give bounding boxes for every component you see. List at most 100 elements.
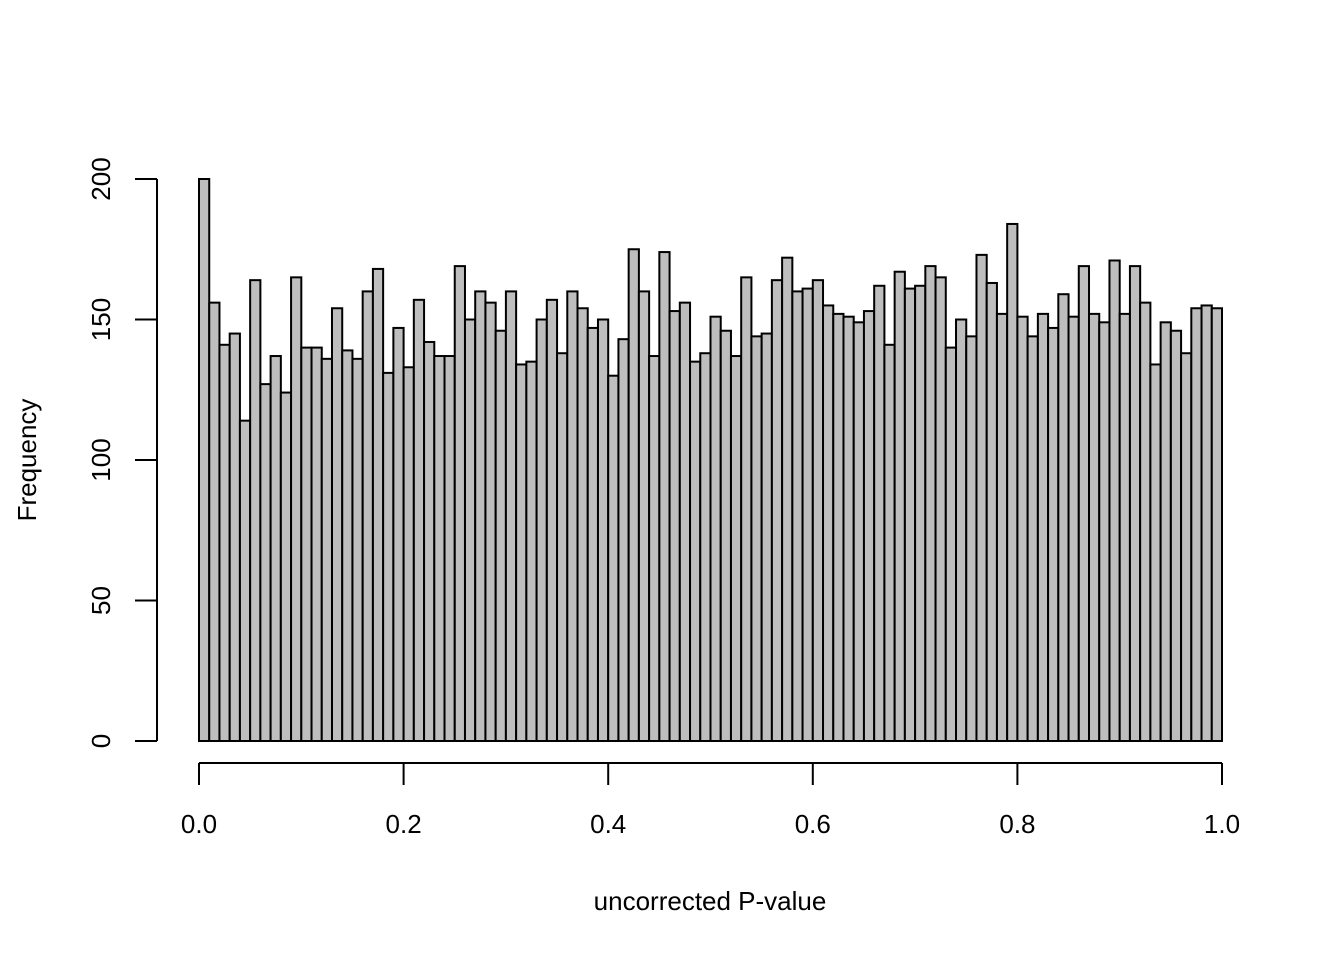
x-tick-label: 0.2 [386,809,422,839]
histogram-bar [310,346,323,742]
histogram-bar [975,253,988,742]
histogram-bar [934,276,947,742]
x-tick-label: 0.4 [590,809,626,839]
histogram-bar [1026,335,1039,742]
histogram-bar [525,360,538,742]
histogram-bar [1067,315,1080,742]
histogram-bar [1077,265,1091,742]
histogram-bar [494,329,507,742]
histogram-bar [341,349,354,742]
histogram-bar [709,315,722,742]
y-tick-label: 150 [86,298,116,341]
histogram-bar [474,290,487,742]
histogram-bar [1088,312,1101,742]
x-axis-title: uncorrected P-value [594,886,827,916]
x-tick-label: 0.0 [181,809,217,839]
histogram-bar [228,332,241,742]
histogram-bar [1098,321,1111,742]
histogram-bar [259,383,272,742]
histogram-bar [484,301,497,742]
histogram-bar [392,326,405,742]
histogram-bar [873,284,886,742]
histogram-bar [903,287,917,742]
histogram-bar [985,281,998,742]
histogram-bar [750,335,763,742]
histogram-bar [668,310,681,742]
histogram-bar [412,298,426,742]
histogram-bar [453,265,466,742]
histogram-bar [1047,326,1060,742]
histogram-bar [545,298,559,742]
histogram-bar [617,338,630,742]
histogram-bar [760,332,773,742]
histogram-bar [290,276,303,742]
x-tick-label: 1.0 [1204,809,1240,839]
histogram-bar [842,315,855,742]
histogram-bar [1016,315,1029,742]
histogram-bar [1159,321,1172,742]
histogram-bar [320,357,333,742]
histogram-bar [658,251,671,742]
y-tick-label: 200 [86,157,116,200]
histogram-bar [914,284,927,742]
histogram-bar [198,178,211,742]
histogram-bar [402,366,415,742]
histogram-bar [811,279,825,742]
histogram-bar [719,329,732,742]
y-axis: 0 50 100 150 200 [86,157,158,748]
histogram-bar [423,340,436,742]
histogram-bar [607,374,620,742]
histogram-bar [1118,312,1131,742]
histogram-bar [515,363,528,742]
histogram-bar [770,279,784,742]
histogram-bar [965,335,978,742]
histogram-bar [1139,301,1152,742]
histogram-bar [729,355,743,742]
y-axis-title: Frequency [12,399,42,522]
histogram-bar [1169,329,1183,742]
histogram-bar [893,270,906,742]
histogram-bar [218,343,231,742]
histogram-bar [832,312,845,742]
histogram-bar [208,301,221,742]
histogram-bar [433,355,446,742]
histogram-bar [801,287,814,742]
histogram-bars [198,178,1224,742]
histogram-bar [678,301,692,742]
histogram-bar [995,312,1009,742]
histogram-bar [1108,259,1121,742]
histogram-bar [1149,363,1162,742]
histogram-bar [740,276,753,742]
histogram-bar [648,355,661,742]
histogram-bar [699,352,712,742]
histogram-bar [1006,222,1019,742]
x-axis: 0.0 0.2 0.4 0.6 0.8 1.0 [181,762,1240,839]
histogram-bar [955,318,968,742]
histogram-bar [382,371,395,742]
histogram-bar [1190,307,1203,742]
histogram-bar [1128,265,1142,742]
histogram-bar [637,290,651,742]
histogram-bar [1057,293,1070,742]
histogram-bar [269,355,282,742]
histogram-bar [822,304,835,742]
histogram-bar [862,310,876,742]
histogram-bar [791,290,804,742]
histogram-bar [689,360,702,742]
histogram-bar [556,352,569,742]
histogram-bar [576,307,589,742]
x-tick-label: 0.6 [795,809,831,839]
x-tick-label: 0.8 [999,809,1035,839]
histogram-bar [596,318,610,742]
histogram-bar [443,355,456,742]
y-tick-label: 50 [86,586,116,615]
histogram-bar [361,290,374,742]
histogram-bar [566,290,579,742]
histogram-bar [371,267,385,742]
histogram-bar [781,256,794,742]
y-tick-label: 100 [86,438,116,481]
histogram-bar [504,290,518,742]
histogram-bar [1036,312,1050,742]
histogram-bar [300,346,313,742]
